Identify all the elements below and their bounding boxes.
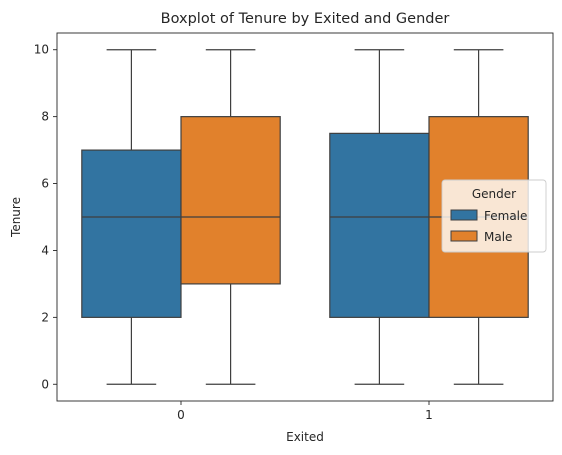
legend-swatch-male: [450, 230, 478, 242]
legend-swatch-female: [450, 209, 478, 221]
y-tick-label: 8: [41, 110, 49, 124]
x-tick-label: 0: [177, 408, 185, 422]
y-tick-label: 6: [41, 177, 49, 191]
box-female-1: [329, 49, 430, 385]
legend: Gender Female Male: [441, 179, 547, 253]
legend-label-male: Male: [484, 230, 512, 244]
y-axis-title: Tenure: [9, 197, 23, 238]
y-tick-label: 4: [41, 243, 49, 257]
chart-title: Boxplot of Tenure by Exited and Gender: [161, 11, 450, 27]
legend-title: Gender: [472, 187, 516, 201]
y-tick-label: 2: [41, 310, 49, 324]
legend-label-female: Female: [484, 209, 527, 223]
box-iqr: [329, 132, 430, 318]
y-tick-label: 10: [34, 43, 49, 57]
box-iqr: [81, 149, 182, 318]
x-tick-label: 1: [425, 408, 433, 422]
plot-frame: [56, 32, 554, 402]
x-axis-title: Exited: [286, 430, 324, 444]
box-female-0: [81, 49, 182, 385]
box-male-0: [180, 49, 281, 385]
y-tick-label: 0: [41, 377, 49, 391]
box-iqr: [180, 116, 281, 285]
axes: 0 2 4 6 8 10 0 1: [34, 43, 433, 422]
